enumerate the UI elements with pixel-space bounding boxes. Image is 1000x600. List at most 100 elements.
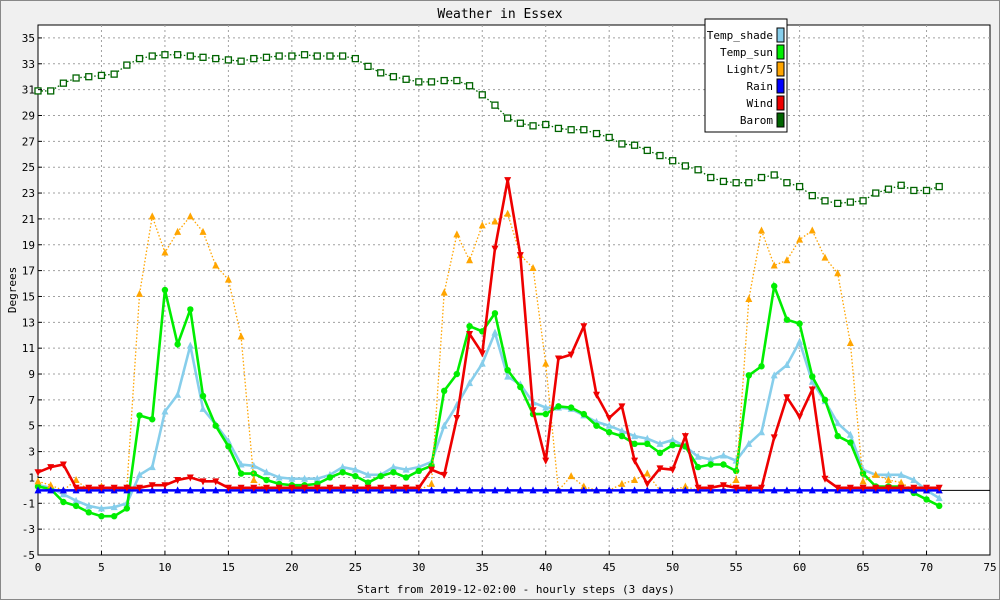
data-point-temp-shade [618,426,626,434]
data-point-wind [34,469,42,477]
y-tick-label: 11 [22,342,35,355]
data-point-barom [212,54,220,63]
legend-label-temp-shade: Temp_shade [707,29,773,42]
data-point-temp-shade [719,451,727,459]
legend: Temp_shade Temp_sun Light/5 Rain Wind Barom [704,18,788,133]
x-tick-label: 45 [603,561,616,574]
data-point-barom [783,179,791,187]
data-point-light-5 [643,469,651,477]
data-point-light-5 [174,227,182,235]
data-point-barom [770,171,778,179]
data-point-wind [427,466,435,474]
data-point-barom [415,78,423,86]
data-point-light-5 [834,269,842,277]
data-point-temp-sun [923,496,930,503]
y-tick-label: 21 [22,213,35,226]
data-point-barom [364,62,372,71]
data-point-wind [148,482,156,490]
data-point-rain [440,486,448,494]
data-point-barom [97,71,106,80]
legend-swatch-wind [776,95,785,111]
y-tick-label: 25 [22,161,35,174]
data-point-temp-sun [580,410,588,418]
data-point-light-5 [542,359,550,367]
y-tick-label: 29 [22,109,35,122]
data-point-barom [592,129,601,138]
data-point-temp-sun [606,428,613,436]
data-point-wind [97,484,105,492]
data-point-temp-shade [542,403,550,411]
data-point-temp-sun [212,422,219,429]
series-line-temp-shade [37,328,940,510]
data-point-barom [186,52,194,60]
data-point-wind [504,177,512,185]
data-point-rain [47,486,55,494]
y-tick-label: 1 [28,471,35,484]
y-tick-label: 27 [22,135,35,148]
data-point-light-5 [453,230,461,238]
data-point-temp-shade [250,461,258,469]
data-point-temp-sun [834,432,841,440]
data-point-light-5 [618,479,626,487]
legend-label-temp-sun: Temp_sun [720,46,773,59]
data-point-temp-shade [897,470,905,478]
data-point-light-5 [732,476,740,484]
data-point-rain [59,486,67,494]
data-point-light-5 [224,275,232,283]
data-point-temp-sun [237,470,245,477]
data-point-wind [846,484,854,492]
data-point-barom [85,73,93,81]
legend-swatch-temp-sun [776,44,785,60]
data-point-wind [453,414,461,422]
data-point-temp-sun [847,439,854,446]
data-point-rain [161,486,169,494]
data-point-temp-sun [555,403,562,410]
data-point-rain [605,486,613,494]
data-point-temp-sun [783,316,791,323]
data-point-light-5 [821,253,829,261]
data-point-temp-sun [656,449,664,457]
data-point-temp-shade [339,463,347,471]
data-point-temp-shade [85,501,93,509]
data-point-wind [250,484,258,492]
data-point-barom [402,75,410,83]
data-point-wind [123,484,131,492]
data-point-wind [275,484,283,492]
data-point-wind [884,484,892,492]
data-point-temp-sun [402,474,410,481]
data-point-rain [567,486,575,494]
y-tick-label: -3 [22,523,35,536]
data-point-wind [351,484,359,492]
data-point-rain [656,486,664,494]
data-point-wind [339,484,347,492]
data-point-wind [796,413,804,421]
y-tick-label: 7 [28,394,35,407]
data-point-light-5 [466,256,474,264]
data-point-temp-shade [72,496,80,504]
data-point-barom [732,179,740,187]
data-point-barom [478,91,486,99]
data-point-barom [897,181,905,189]
data-point-rain [148,486,156,494]
x-tick-label: 15 [222,561,235,574]
y-tick-label: 17 [22,265,35,278]
data-point-rain [580,486,588,494]
data-point-temp-sun [821,396,829,404]
data-point-temp-sun [364,479,372,486]
x-tick-label: 70 [920,561,933,574]
data-point-barom [795,182,804,191]
data-point-temp-sun [517,383,524,391]
data-point-temp-shade [910,476,918,484]
x-tick-label: 75 [983,561,996,574]
data-point-temp-shade [136,470,144,478]
data-point-temp-shade [491,328,499,336]
data-point-temp-shade [148,463,156,471]
data-point-wind [681,433,689,441]
data-point-light-5 [859,477,867,485]
x-tick-label: 40 [539,561,552,574]
data-point-rain [669,486,677,494]
data-point-wind [643,480,651,488]
data-point-rain [453,486,461,494]
data-point-wind [326,484,334,492]
